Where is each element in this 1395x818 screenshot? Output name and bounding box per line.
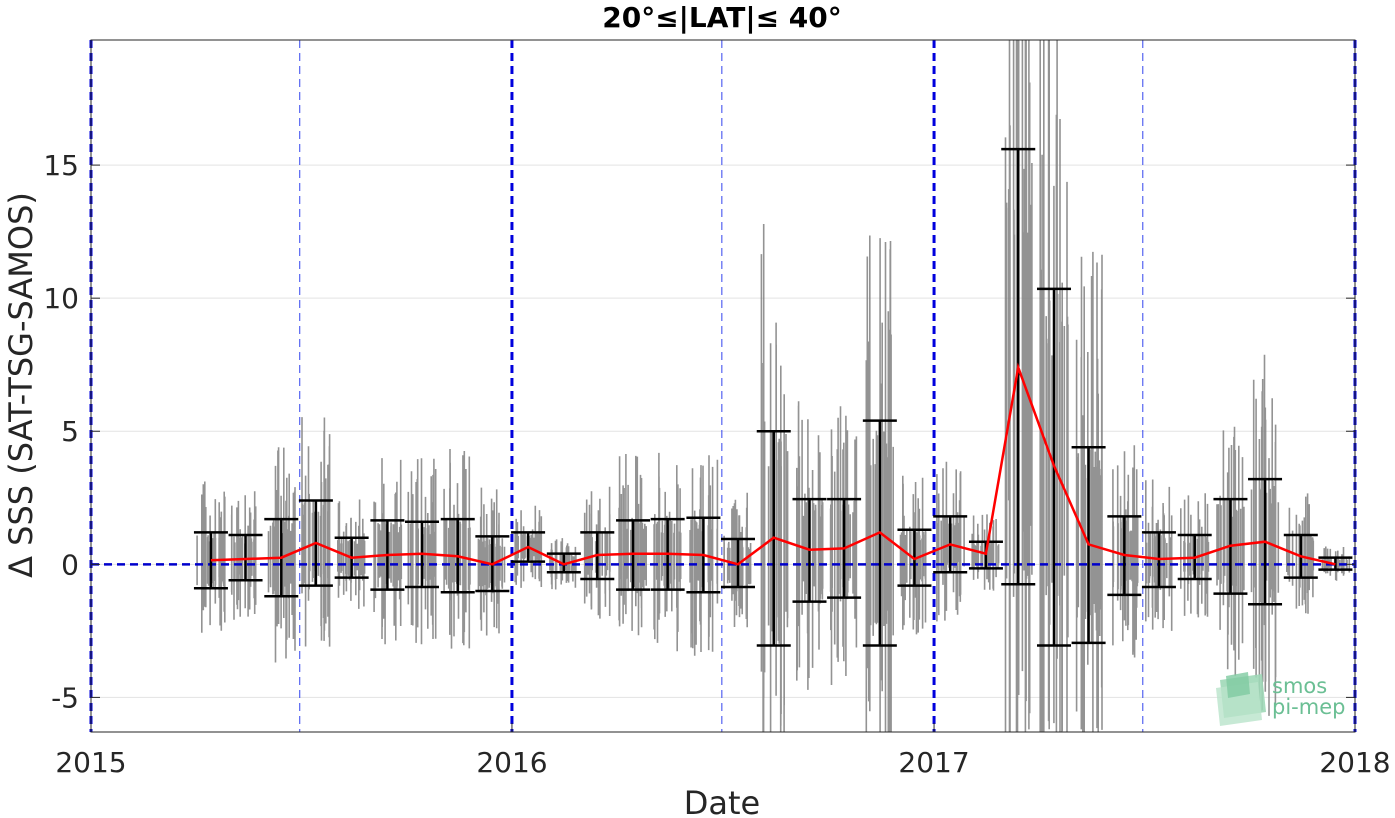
y-tick-label: 0 <box>61 548 79 581</box>
logo-text-line2: pi-mep <box>1272 695 1345 719</box>
x-tick-label: 2017 <box>898 746 969 779</box>
x-tick-label: 2016 <box>476 746 547 779</box>
axis-ticks: -5 0 5 10 15 2015 2016 2017 2018 <box>43 149 1390 779</box>
mean-series-line <box>210 362 1336 566</box>
logo-text-line1: smos <box>1272 674 1327 698</box>
smos-pi-mep-logo: smos pi-mep <box>1216 672 1345 726</box>
mean-line <box>210 362 1336 566</box>
chart-title: 20°≤|LAT|≤ 40° <box>602 1 842 34</box>
x-tick-label: 2018 <box>1319 746 1390 779</box>
error-bars <box>193 147 1353 647</box>
plot-frame <box>90 39 1356 733</box>
y-axis-label: Δ SSS (SAT-TSG-SAMOS) <box>2 192 40 578</box>
y-tick-label: 15 <box>43 149 79 182</box>
y-tick-label: -5 <box>51 681 79 714</box>
logo-mark-icon <box>1216 672 1266 726</box>
y-tick-label: 10 <box>43 282 79 315</box>
y-tick-label: 5 <box>61 415 79 448</box>
x-axis-label: Date <box>684 784 760 818</box>
x-tick-label: 2015 <box>55 746 126 779</box>
